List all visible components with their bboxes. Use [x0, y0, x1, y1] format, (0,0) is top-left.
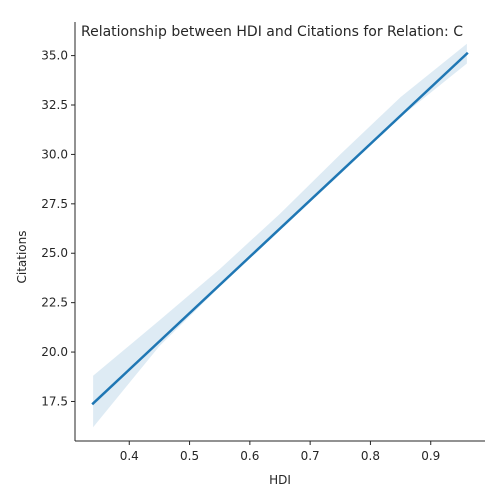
y-tick-label: 22.5 — [41, 296, 68, 310]
y-axis-ticks: 17.5 20.0 22.5 25.0 27.5 30.0 32.5 35.0 — [41, 49, 75, 408]
x-axis-ticks: 0.4 0.5 0.6 0.7 0.8 0.9 — [120, 441, 440, 463]
y-tick-label: 30.0 — [41, 147, 68, 161]
x-tick-label: 0.5 — [180, 449, 199, 463]
regression-line — [91, 51, 469, 406]
chart-title: Relationship between HDI and Citations f… — [81, 24, 463, 40]
axes — [74, 22, 485, 442]
y-axis-label: Citations — [15, 230, 29, 283]
x-tick-label: 0.6 — [240, 449, 259, 463]
x-tick-label: 0.7 — [301, 449, 320, 463]
x-tick-label: 0.9 — [421, 449, 440, 463]
y-tick-label: 32.5 — [41, 98, 68, 112]
y-tick-label: 20.0 — [41, 345, 68, 359]
y-tick-label: 27.5 — [41, 197, 68, 211]
x-tick-label: 0.4 — [120, 449, 139, 463]
y-tick-label: 35.0 — [41, 49, 68, 63]
y-tick-label: 25.0 — [41, 246, 68, 260]
x-tick-label: 0.8 — [361, 449, 380, 463]
y-tick-label: 17.5 — [41, 394, 68, 408]
confidence-band-layer — [93, 43, 467, 428]
confidence-band — [93, 43, 467, 428]
x-axis-label: HDI — [269, 473, 291, 487]
regression-line-layer — [91, 51, 469, 406]
